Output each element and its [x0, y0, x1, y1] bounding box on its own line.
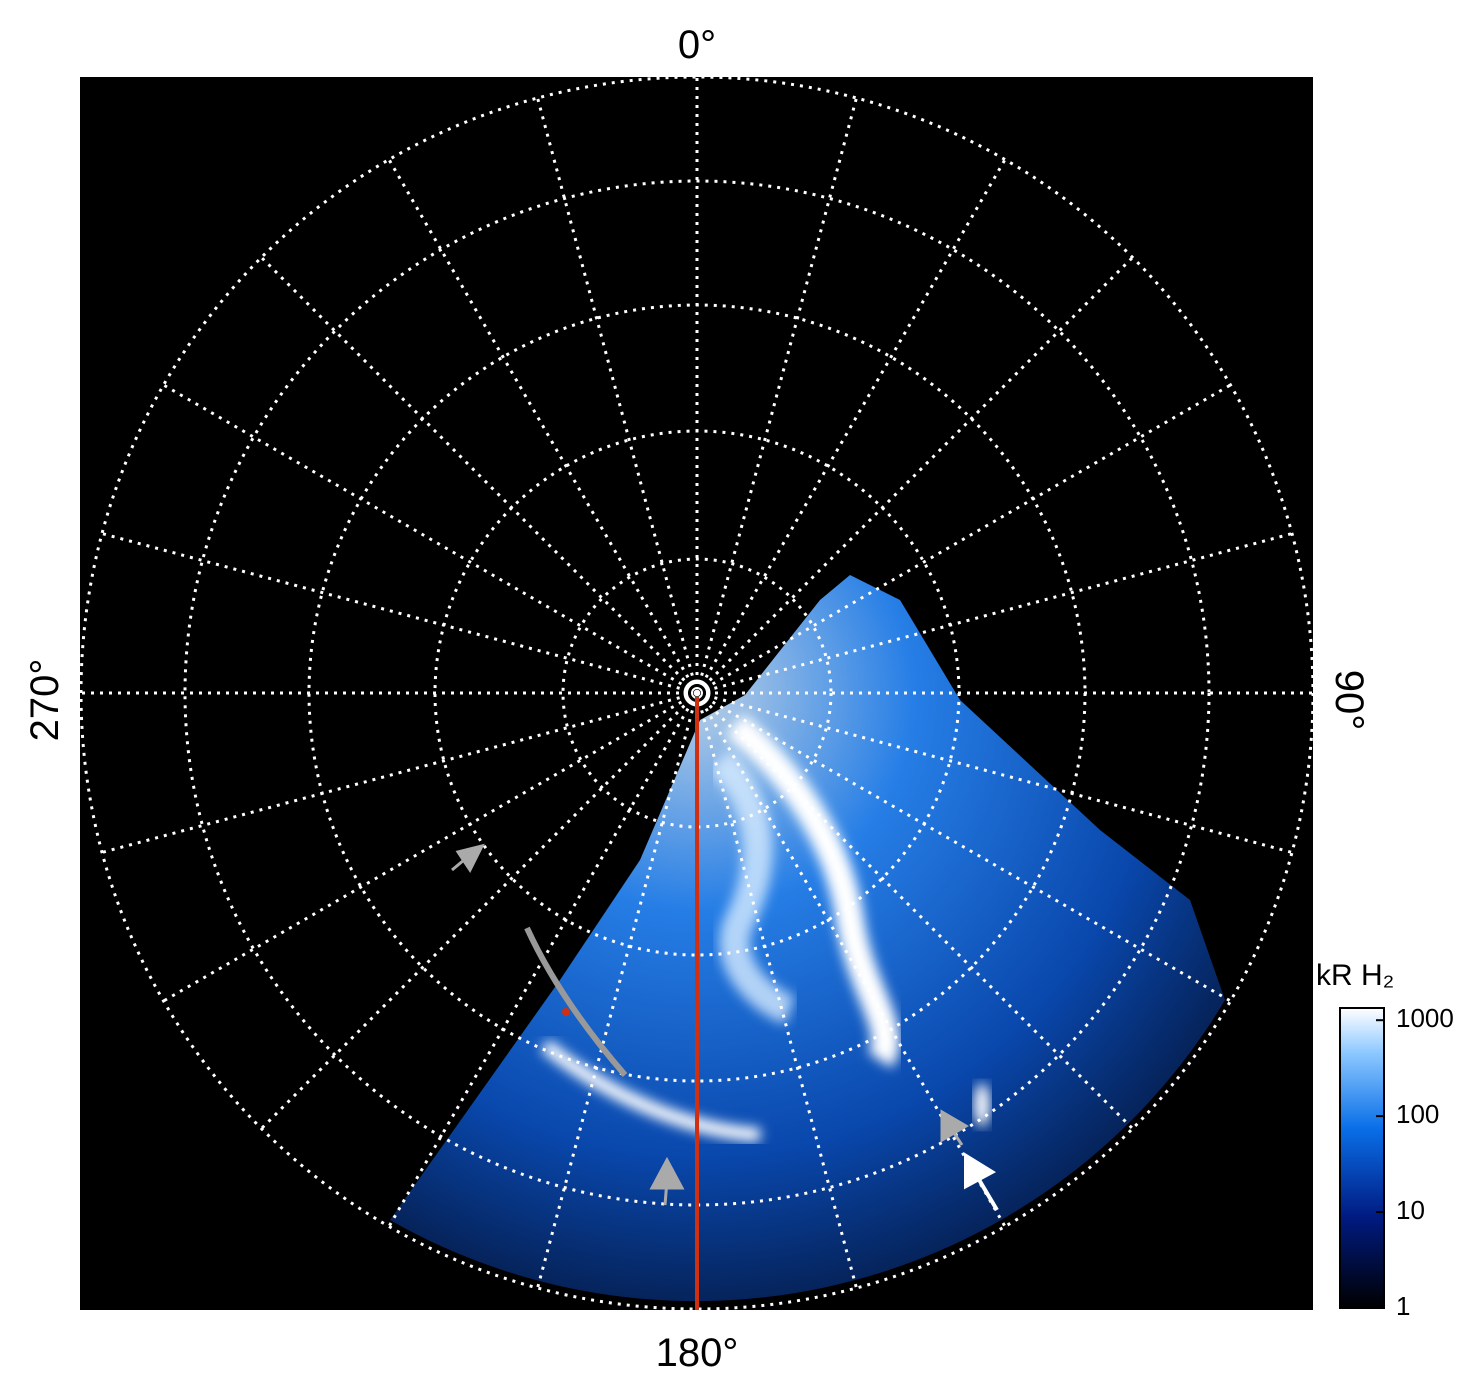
colorbar-tick-label: 1000	[1396, 1003, 1454, 1033]
colorbar-label: kR H₂	[1316, 959, 1394, 992]
polar-emission	[709, 749, 796, 1025]
emission-region	[390, 575, 1225, 1302]
grid-spoke	[260, 691, 699, 1130]
arrow-head	[964, 1152, 997, 1190]
aurora-image	[390, 575, 1225, 1302]
grid-circle	[561, 557, 833, 829]
label-bottom: 180°	[656, 1331, 739, 1375]
colorbar-tick-label: 100	[1396, 1099, 1439, 1129]
grid-spoke	[260, 256, 699, 695]
grid-spoke	[696, 383, 1232, 695]
grid-spoke	[696, 691, 1293, 854]
grid-spoke	[536, 692, 699, 1289]
grid-spoke	[101, 691, 698, 854]
label-top: 0°	[678, 23, 716, 67]
grid-spoke	[695, 97, 858, 694]
grid-spoke	[162, 383, 698, 695]
grid-spoke	[695, 692, 1007, 1228]
io-footprint	[974, 1083, 990, 1127]
grid-spoke	[101, 532, 698, 695]
main-oval-dawn	[540, 1039, 761, 1142]
grid-spoke	[162, 691, 698, 1003]
main-oval	[725, 714, 900, 1068]
label-right: 90°	[1327, 670, 1371, 731]
grid-circle	[79, 75, 1315, 1311]
grid-spoke	[536, 97, 699, 694]
arrows	[451, 843, 969, 1206]
trajectory-point	[562, 1008, 570, 1016]
arrow-head	[455, 843, 485, 873]
arrow	[976, 1176, 999, 1212]
label-left: 270°	[23, 659, 67, 742]
trajectory	[524, 926, 628, 1077]
grid-circle	[183, 179, 1211, 1207]
colorbar	[1339, 1007, 1385, 1309]
arrow-head	[940, 1109, 969, 1143]
grid-spoke	[695, 158, 1007, 694]
arrow-head	[649, 1156, 685, 1190]
grid-spoke	[695, 692, 858, 1289]
grid-spoke	[695, 256, 1134, 695]
grid-spoke	[696, 691, 1232, 1003]
arrows-white	[964, 1152, 999, 1212]
colorbar-tick-label: 10	[1396, 1195, 1425, 1225]
colorbar-tick-label: 1	[1396, 1291, 1410, 1321]
grid-spoke	[695, 691, 1134, 1130]
grid-spoke	[387, 158, 699, 694]
grid-spoke	[696, 532, 1293, 695]
